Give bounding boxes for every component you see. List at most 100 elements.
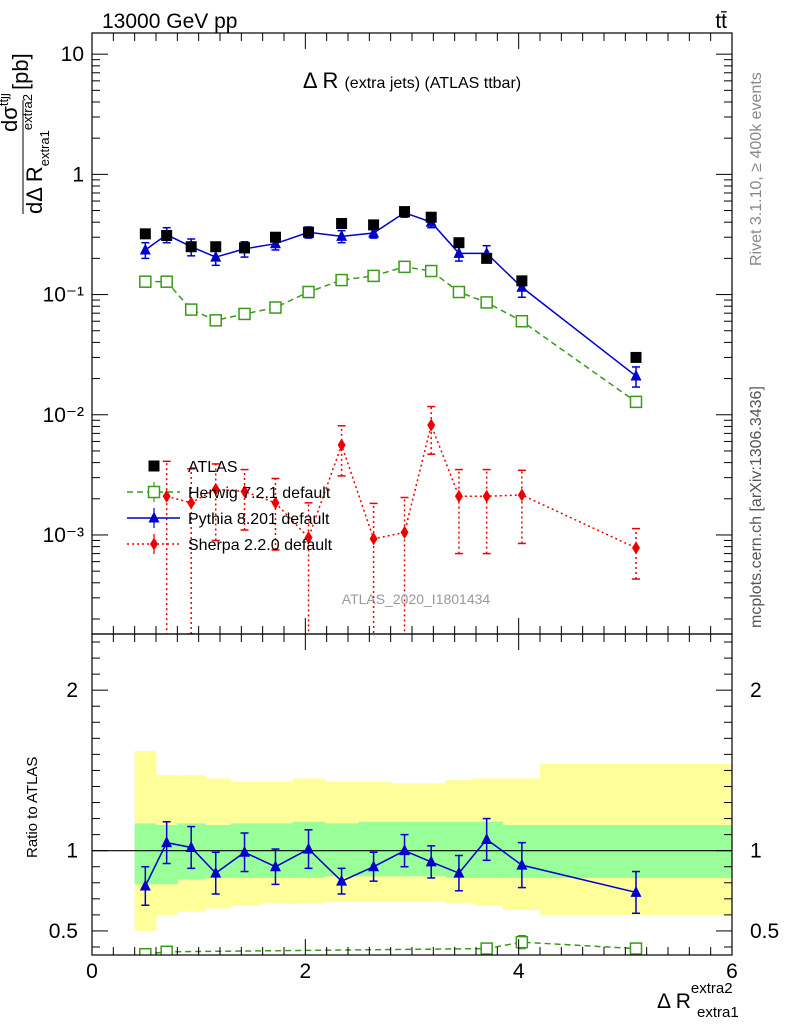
ratio-y-tick-label: 0.5 — [49, 920, 78, 943]
data-point-triangle — [185, 840, 197, 852]
y-tick-label: 10⁻¹ — [43, 284, 84, 307]
data-point-triangle — [453, 866, 465, 878]
x-tick-label: 4 — [513, 960, 525, 983]
uncertainty-band-inner — [324, 823, 360, 877]
y-title-denominator: dΔ Rextra1extra2 — [20, 94, 52, 214]
series-line — [144, 211, 637, 377]
data-point-square — [210, 241, 222, 253]
data-point-triangle — [336, 229, 348, 241]
legend-label: ATLAS — [188, 459, 238, 476]
data-point-diamond — [240, 484, 249, 498]
data-point-open-square — [184, 303, 198, 316]
data-point-square — [269, 231, 281, 243]
ratio-y-tick-label-right: 2 — [750, 679, 762, 702]
data-point-triangle — [368, 860, 380, 872]
ratio-y-tick-label: 2 — [66, 679, 78, 702]
data-point-square — [336, 218, 348, 230]
data-point-triangle — [630, 369, 642, 381]
ratio-plot-area — [92, 751, 732, 955]
data-point-open-square — [209, 314, 222, 327]
data-point-diamond — [271, 496, 280, 510]
data-point-open-square — [515, 314, 529, 328]
legend-label: Pythia 8.201 default — [188, 511, 330, 528]
y-title-unit: [pb] — [8, 53, 33, 90]
data-point-open-square — [160, 275, 173, 288]
mcplots-label: mcplots.cern.ch [arXiv:1306.3436] — [748, 386, 765, 628]
data-point-square — [161, 230, 173, 242]
uncertainty-band-inner — [205, 824, 232, 878]
data-point-diamond — [482, 489, 491, 503]
data-point-triangle — [239, 845, 251, 857]
data-point-square — [481, 252, 493, 264]
data-point-diamond — [337, 438, 346, 452]
main-panel: 10⁻³ 10⁻² 10⁻¹ 1 10 Δ R (extra jets) (ATLAS … — [0, 32, 733, 635]
data-point-open-square — [367, 269, 380, 283]
data-point-square — [139, 228, 151, 240]
series-line — [166, 422, 637, 549]
uncertainty-band-inner — [418, 821, 447, 877]
main-plot-area — [139, 206, 643, 634]
data-point-open-square — [335, 273, 348, 287]
y-tick-label: 10 — [61, 43, 84, 66]
data-point-square — [516, 275, 528, 287]
watermark: ATLAS_2020_I1801434 — [342, 591, 491, 607]
series-line — [145, 266, 637, 403]
legend-label: Herwig 7.2.1 default — [188, 485, 331, 502]
x-tick-label: 6 — [726, 960, 738, 983]
data-point-diamond — [211, 482, 220, 496]
data-point-triangle — [453, 246, 465, 258]
ratio-axis-ticks: 0.5 0.5 1 1 2 2 0 2 4 6 — [49, 634, 779, 983]
data-point-diamond — [632, 541, 640, 555]
main-y-axis-title: dσttjj dΔ Rextra1extra2 [pb] — [0, 53, 52, 214]
data-point-open-square — [238, 307, 251, 321]
data-point-square — [630, 351, 642, 363]
data-point-open-square — [515, 935, 529, 949]
data-point-triangle — [210, 866, 222, 878]
data-point-open-square — [452, 285, 466, 299]
ratio-y-tick-label-right: 1 — [750, 840, 762, 863]
data-point-triangle — [139, 243, 151, 255]
y-tick-label: 10⁻² — [43, 404, 84, 427]
y-title-numerator: dσttjj — [0, 93, 22, 132]
uncertainty-band-inner — [134, 823, 157, 885]
data-point-square — [185, 241, 197, 253]
data-point-square — [368, 219, 380, 231]
ratio-y-axis-title: Ratio to ATLAS — [24, 757, 41, 858]
data-point-open-square — [629, 395, 643, 409]
rivet-label: Rivet 3.1.10, ≥ 400k events — [748, 72, 765, 266]
x-tick-label: 0 — [86, 960, 98, 983]
data-point-open-square — [139, 947, 152, 955]
data-point-diamond — [304, 531, 313, 545]
x-axis-title: Δ Rextra2 extra1 — [657, 980, 739, 1021]
data-point-square — [399, 206, 411, 218]
ratio-frame — [91, 633, 733, 956]
data-point-triangle — [481, 832, 493, 844]
data-point-triangle — [336, 874, 348, 886]
data-point-triangle — [516, 858, 528, 870]
data-point-open-square — [424, 264, 438, 278]
uncertainty-band-inner — [540, 824, 732, 878]
energy-label: 13000 GeV pp — [102, 10, 237, 33]
data-point-triangle — [139, 879, 151, 891]
data-point-triangle — [303, 842, 315, 854]
data-point-open-square — [269, 301, 282, 314]
data-point-square — [239, 242, 251, 254]
data-point-open-square — [480, 296, 493, 309]
ratio-y-tick-label-right: 0.5 — [750, 920, 779, 943]
data-point-square — [453, 237, 465, 249]
data-point-triangle — [630, 885, 642, 897]
data-point-diamond — [400, 525, 409, 539]
data-point-triangle — [210, 250, 222, 262]
legend-label: Sherpa 2.2.0 default — [188, 537, 333, 554]
data-point-open-square — [160, 945, 173, 955]
data-point-diamond — [162, 489, 171, 503]
main-title: Δ R (extra jets) (ATLAS ttbar) — [303, 68, 521, 93]
data-point-triangle — [148, 511, 160, 523]
data-point-diamond — [427, 418, 436, 432]
data-point-open-square — [139, 275, 152, 288]
x-tick-label: 2 — [299, 960, 311, 983]
process-label: tt̄ — [715, 10, 727, 33]
data-point-square — [148, 460, 160, 472]
data-point-square — [425, 211, 437, 223]
